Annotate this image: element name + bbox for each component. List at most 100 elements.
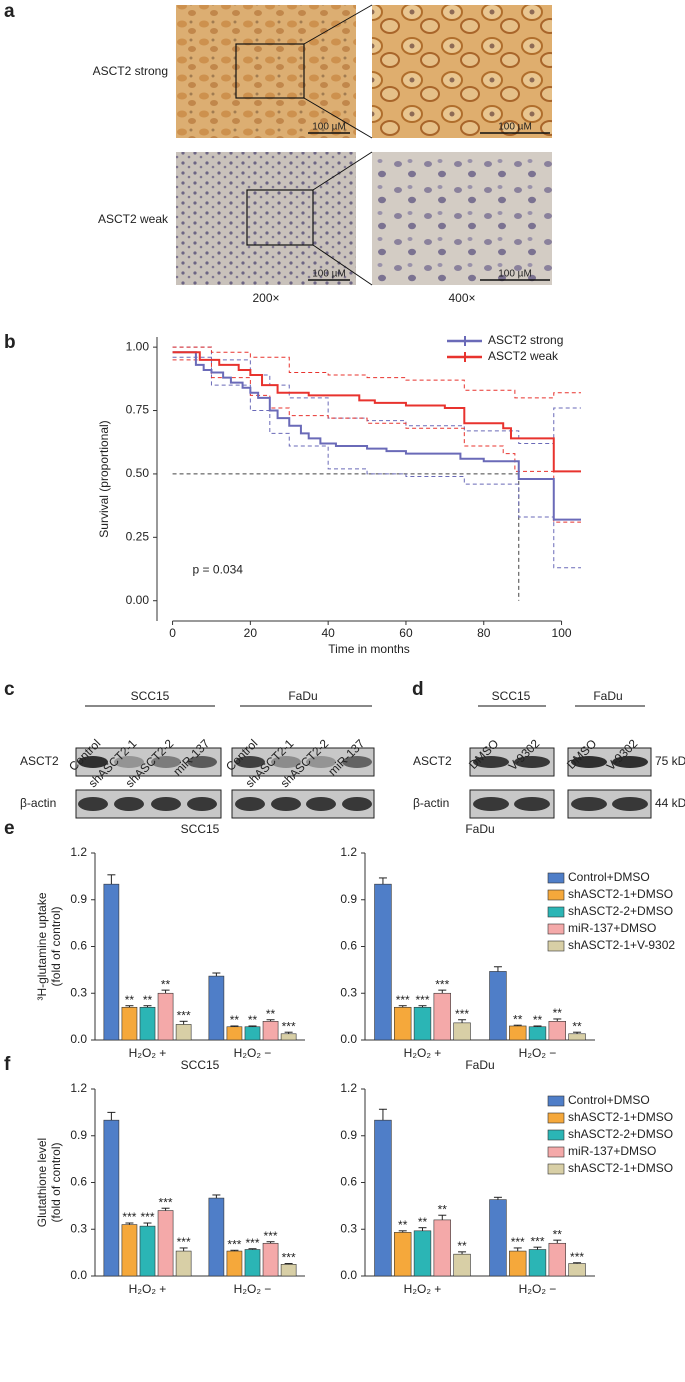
x-tick-label: H₂O₂ − [234, 1046, 272, 1060]
error-bar [107, 1111, 116, 1121]
western-blot: SCC15 FaDu ASCT2 β-actin 75 kDa 44 kDa D… [413, 689, 685, 819]
significance: ** [533, 1013, 543, 1027]
row-label: ASCT2 weak [98, 212, 169, 226]
bar [244, 1249, 261, 1277]
bar [175, 1250, 192, 1277]
error-bar [573, 1031, 582, 1034]
significance: *** [396, 993, 410, 1007]
bar [121, 1224, 138, 1277]
blot-band [306, 797, 336, 811]
significance: *** [140, 1210, 154, 1224]
blot-band [271, 756, 301, 768]
y-tick-label: 0.75 [126, 403, 150, 417]
bar [280, 1033, 297, 1041]
y-tick-label: 0.6 [340, 1175, 357, 1189]
panel-letter: d [412, 679, 424, 700]
magnification: 200× [252, 291, 279, 305]
legend-label: shASCT2-1+DMSO [568, 1110, 673, 1124]
error-bar [248, 1248, 257, 1250]
bar [280, 1264, 297, 1277]
bar [157, 1210, 174, 1277]
bar [374, 883, 392, 1041]
legend-label: shASCT2-2+DMSO [568, 1127, 673, 1141]
error-bar [179, 1020, 188, 1025]
y-tick-label: 0.3 [70, 1221, 87, 1235]
bar [433, 992, 451, 1041]
significance: *** [415, 993, 429, 1007]
error-bar [418, 1005, 427, 1008]
legend-swatch [547, 889, 565, 901]
x-tick-label: 80 [477, 626, 491, 640]
error-bar [398, 1005, 407, 1008]
legend-label: miR-137+DMSO [568, 921, 656, 935]
significance: ** [553, 1227, 563, 1241]
scale-label: 100 µM [312, 122, 346, 133]
blot-band [114, 797, 144, 811]
x-tick-label: 20 [244, 626, 258, 640]
bar [568, 1263, 586, 1277]
blot-band [114, 756, 144, 768]
significance: ** [457, 1239, 467, 1253]
x-tick-label: 100 [552, 626, 572, 640]
blot-band [306, 756, 336, 768]
bar [244, 1026, 261, 1041]
bar [548, 1020, 566, 1041]
bar [453, 1022, 471, 1041]
scale-label: 100 µM [312, 269, 346, 280]
error-bar [125, 1005, 134, 1008]
error-bar [284, 1031, 293, 1034]
significance: ** [248, 1013, 258, 1027]
micrograph [176, 5, 356, 138]
annotation: p = 0.034 [193, 562, 244, 576]
significance: ** [553, 1006, 563, 1020]
x-tick-label: H₂O₂ − [234, 1282, 272, 1296]
significance: ** [572, 1019, 582, 1033]
y-tick-label: 0.3 [340, 985, 357, 999]
chart-title: FaDu [465, 1058, 494, 1072]
chart-title: SCC15 [181, 1058, 220, 1072]
error-bar [438, 989, 447, 994]
significance: *** [570, 1250, 584, 1264]
y-tick-label: 0.0 [70, 1032, 87, 1046]
significance: *** [455, 1007, 469, 1021]
blot-band [514, 756, 550, 768]
error-bar [553, 1239, 562, 1244]
error-bar [161, 989, 170, 994]
legend-label: ASCT2 strong [488, 333, 563, 347]
bar [139, 1225, 156, 1277]
bar [175, 1024, 192, 1041]
bar [413, 1230, 432, 1277]
blot-band [342, 756, 372, 768]
blot-band [235, 797, 265, 811]
y-tick-label: 0.9 [340, 1128, 357, 1142]
zoom-line [303, 97, 373, 139]
y-tick-label: 0.6 [70, 939, 87, 953]
error-bar [378, 1108, 387, 1121]
y-tick-label: 0.0 [340, 1032, 357, 1046]
blot-band [78, 756, 108, 768]
error-bar [493, 1196, 502, 1200]
bar [489, 1199, 507, 1277]
micrograph [372, 5, 552, 138]
error-bar [143, 1222, 152, 1227]
significance: *** [264, 1229, 278, 1243]
legend-swatch [547, 1095, 565, 1107]
bar [548, 1242, 566, 1277]
micrograph [372, 152, 552, 285]
confidence-band [172, 359, 581, 523]
bar [413, 1006, 432, 1041]
blot-band [612, 797, 648, 811]
y-tick-label: 0.0 [70, 1268, 87, 1282]
y-tick-label: 0.6 [70, 1175, 87, 1189]
chart-title: FaDu [465, 822, 494, 836]
error-bar [212, 972, 221, 977]
blot-band [342, 797, 372, 811]
legend-swatch [547, 923, 565, 935]
size-label: 44 kDa [655, 796, 685, 810]
error-bar [266, 1241, 275, 1244]
error-bar [161, 1207, 170, 1211]
y-tick-label: 1.00 [126, 339, 150, 353]
error-bar [107, 874, 116, 885]
